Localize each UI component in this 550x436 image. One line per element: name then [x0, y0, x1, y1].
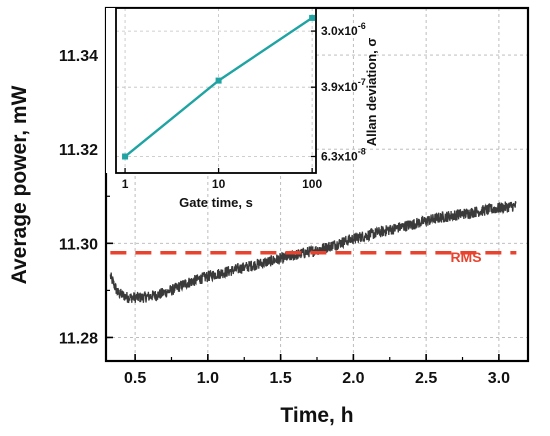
x-tick-label: 2.0	[342, 370, 364, 387]
inset-background	[106, 8, 316, 173]
inset-y-axis-title: Allan deviation, σ	[364, 38, 379, 147]
inset-x-axis-title: Gate time, s	[179, 195, 253, 210]
main-series-group	[109, 201, 517, 304]
main-ticks: 11.28 11.30 11.32 11.34 0.5 1.0 1.5 2.0 2.5 3.0	[59, 48, 510, 387]
y-tick-label: 11.28	[59, 330, 98, 347]
y-tick-label: 11.34	[59, 48, 98, 65]
inset-y-tick-base: 3.0x10	[321, 24, 358, 38]
x-tick-label: 1.0	[197, 370, 219, 387]
inset-frame	[115, 7, 317, 174]
inset-y-tick-label: 3.9x10-7	[321, 77, 366, 94]
inset-y-tick-base: 6.3x10	[321, 150, 358, 164]
inset-ticks: 1 10 100 6.3x10-8 3.9x10-7 3.0x10-6	[122, 21, 366, 191]
inset-y-tick-label: 3.0x10-6	[321, 21, 366, 38]
x-axis-title: Time, h	[280, 404, 353, 427]
allan-deviation-point	[122, 153, 129, 160]
rms-annotation: RMS	[450, 249, 481, 265]
x-tick-label: 0.5	[124, 370, 146, 387]
inset-y-tick-exponent: -6	[358, 21, 366, 31]
inset-y-tick-exponent: -8	[358, 147, 366, 157]
x-tick-label: 3.0	[488, 370, 510, 387]
allan-deviation-point	[309, 14, 316, 21]
power-trace-series	[109, 201, 517, 304]
allan-deviation-point	[215, 77, 222, 84]
inset-series-group	[122, 14, 316, 160]
inset-x-tick-label: 100	[302, 177, 322, 191]
y-tick-label: 11.32	[59, 142, 98, 159]
inset-y-tick-exponent: -7	[358, 77, 366, 87]
inset-x-tick-label: 1	[122, 177, 129, 191]
y-axis-title: Average power, mW	[8, 85, 31, 284]
inset-x-tick-label: 10	[212, 177, 226, 191]
main-gridlines	[106, 8, 528, 361]
x-tick-label: 2.5	[415, 370, 437, 387]
x-tick-label: 1.5	[269, 370, 291, 387]
inset-y-tick-label: 6.3x10-8	[321, 147, 366, 164]
inset-y-tick-base: 3.9x10	[321, 80, 358, 94]
y-tick-label: 11.30	[59, 236, 98, 253]
